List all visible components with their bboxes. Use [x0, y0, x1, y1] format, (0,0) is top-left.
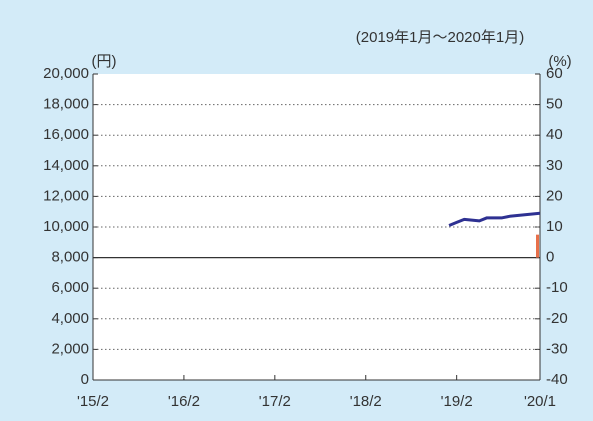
y-tick-label: 4,000: [51, 310, 89, 327]
y2-tick-label: 50: [546, 96, 563, 113]
x-tick-label: '15/2: [77, 393, 109, 410]
y-tick-label: 8,000: [51, 249, 89, 266]
y2-tick-label: 20: [546, 187, 563, 204]
y-tick-label: 14,000: [43, 157, 89, 174]
x-tick-label: '20/1: [524, 393, 556, 410]
y-tick-label: 6,000: [51, 279, 89, 296]
y2-axis-unit: (%): [548, 53, 571, 70]
plot-area: [93, 74, 540, 380]
y2-tick-label: 40: [546, 126, 563, 143]
y2-tick-label: 10: [546, 218, 563, 235]
y2-tick-label: -20: [546, 310, 568, 327]
y-tick-label: 2,000: [51, 340, 89, 357]
y2-tick-label: 30: [546, 157, 563, 174]
y-axis-unit: (円): [92, 53, 117, 70]
subtitle: (2019年1月～2020年1月): [356, 29, 524, 46]
bar: [536, 234, 539, 258]
x-tick-label: '16/2: [168, 393, 200, 410]
y-tick-label: 16,000: [43, 126, 89, 143]
x-tick-label: '18/2: [350, 393, 382, 410]
x-tick-label: '17/2: [259, 393, 291, 410]
y2-tick-label: 0: [546, 249, 554, 266]
y-tick-label: 10,000: [43, 218, 89, 235]
y2-tick-label: -40: [546, 371, 568, 388]
y2-tick-label: 60: [546, 65, 563, 82]
y-tick-label: 0: [81, 371, 89, 388]
x-tick-label: '19/2: [441, 393, 473, 410]
y2-tick-label: -10: [546, 279, 568, 296]
price-line: [448, 211, 541, 227]
y-tick-label: 20,000: [43, 65, 89, 82]
y-tick-label: 18,000: [43, 96, 89, 113]
y2-tick-label: -30: [546, 340, 568, 357]
y-tick-label: 12,000: [43, 187, 89, 204]
